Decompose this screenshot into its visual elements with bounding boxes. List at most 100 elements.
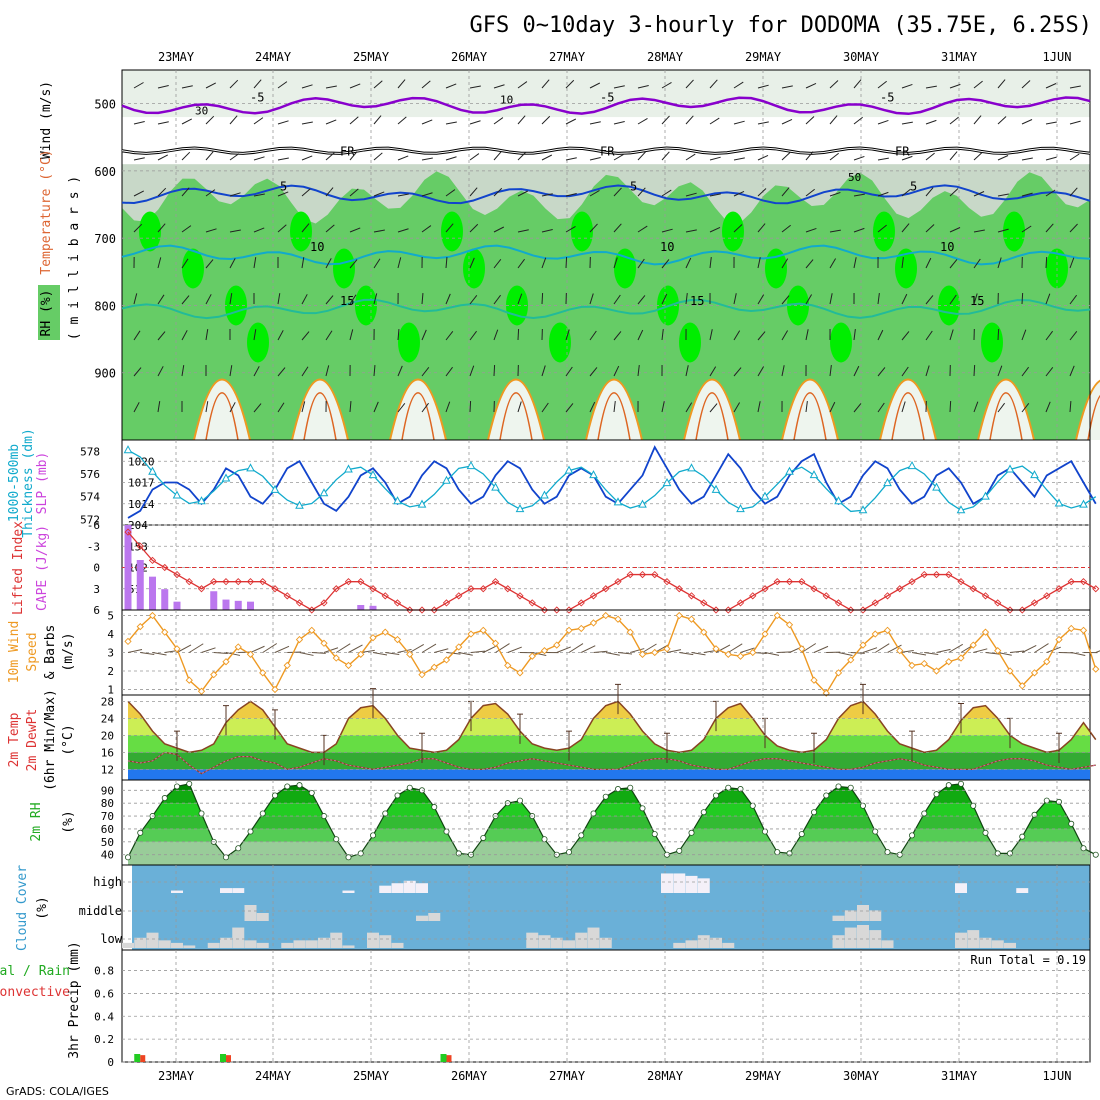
rh2m-marker xyxy=(872,828,879,835)
thickness-marker xyxy=(956,505,966,514)
wind-barb xyxy=(229,365,233,377)
wind-barb xyxy=(781,187,790,197)
rh2m-marker xyxy=(480,834,487,841)
cloud-bar-low xyxy=(844,927,857,948)
cloud-bar-low xyxy=(220,937,232,948)
wind-barb xyxy=(253,79,262,89)
wind10m-label-2: Speed xyxy=(25,632,40,671)
rh-moist-blob xyxy=(182,248,204,289)
wind-barb xyxy=(901,188,911,197)
wind-barb xyxy=(997,328,1000,341)
wind-barb xyxy=(1045,223,1054,233)
wind-barb xyxy=(133,367,142,377)
wind-barb xyxy=(157,401,161,413)
wind-barb xyxy=(493,364,496,377)
rh2m-marker xyxy=(982,829,989,836)
rh2m-marker xyxy=(933,791,940,798)
rh2m-marker xyxy=(566,849,573,856)
wind10m-marker xyxy=(896,647,904,655)
wind-barb xyxy=(613,223,622,233)
wind-barb xyxy=(1069,85,1081,89)
wind10m-marker xyxy=(540,647,549,655)
wind-barb xyxy=(301,155,313,161)
wind-barb xyxy=(997,228,1009,233)
wind10m-barb xyxy=(617,652,633,655)
wind10m-marker xyxy=(173,645,181,653)
wind-barb xyxy=(901,155,913,161)
temp-ytick-label: 28 xyxy=(101,695,114,708)
li-ytick-label: 6 xyxy=(93,604,100,617)
wind10m-marker xyxy=(455,643,463,651)
temp2m-label-4: (°C) xyxy=(61,724,76,755)
lifted-index-marker xyxy=(295,599,304,607)
wind10m-barb xyxy=(1095,650,1100,653)
thickness-marker xyxy=(932,482,941,491)
lifted-index-marker xyxy=(859,606,867,614)
cape-bar xyxy=(124,525,132,610)
wind-barb xyxy=(253,117,264,125)
wind-barb xyxy=(349,116,359,125)
wind-barb xyxy=(565,192,577,197)
wind-barb xyxy=(589,367,598,377)
rh2m-marker xyxy=(639,805,646,812)
wind-barb xyxy=(205,82,217,89)
freezing-level-label: FR xyxy=(895,145,910,159)
wind10m-barb xyxy=(666,649,682,653)
rh2m-marker xyxy=(431,804,438,811)
wind-barb xyxy=(349,227,361,233)
wind10m-marker xyxy=(357,650,365,658)
wind10m-marker xyxy=(344,661,353,670)
wind-barb xyxy=(469,120,481,125)
wind-barb xyxy=(517,151,527,161)
warm-lobe-inner-contour xyxy=(1087,394,1100,441)
date-label-top: 25MAY xyxy=(353,50,390,64)
temp2m-label-1: 2m Temp xyxy=(7,712,22,767)
wind-barb xyxy=(637,84,649,89)
wind-barb xyxy=(445,401,451,413)
wind-barb xyxy=(709,193,721,197)
lifted-index-marker xyxy=(430,606,438,614)
isotherm-label: 5 xyxy=(910,179,917,193)
wind-barb xyxy=(733,402,741,413)
rh2m-marker xyxy=(798,831,805,838)
lifted-index-marker xyxy=(406,606,414,614)
wind-barb xyxy=(373,229,385,233)
wind-barb xyxy=(781,224,791,233)
cloud-bar-low xyxy=(379,935,392,948)
wind-barb xyxy=(157,257,162,269)
wind-barb xyxy=(421,225,432,233)
wind-barb xyxy=(997,257,1002,269)
wind10m-barb xyxy=(813,645,829,653)
wind-barb xyxy=(277,402,285,413)
wind-barb xyxy=(877,157,889,161)
upper-label-temperature: Temperature (°C) xyxy=(39,149,54,274)
wind-barb xyxy=(541,402,549,413)
cloud-bar-low xyxy=(232,927,245,948)
thickness-marker xyxy=(687,463,696,472)
cape-label: CAPE (J/kg) xyxy=(35,525,50,611)
wind-barb xyxy=(157,154,169,161)
rh-contour-label: 30 xyxy=(195,104,208,117)
wind-barb xyxy=(277,224,287,233)
wind-barb xyxy=(517,190,529,197)
rh-moist-blob xyxy=(290,211,312,252)
wind-barb xyxy=(829,293,833,305)
thickness-marker xyxy=(491,482,500,491)
wind-barb xyxy=(733,293,737,305)
lifted-index-marker xyxy=(871,599,879,607)
wind-barb xyxy=(421,329,427,341)
lifted-index-marker xyxy=(896,585,904,593)
thickness-marker xyxy=(589,470,598,479)
rh2m-marker xyxy=(847,784,854,791)
wind-barb xyxy=(637,295,646,305)
wind10m-marker xyxy=(589,619,598,627)
wind-barb xyxy=(757,223,766,233)
cloud-bar-low xyxy=(244,940,257,948)
rh-moist-blob xyxy=(981,322,1003,363)
wind-barb xyxy=(733,81,744,89)
wind-barb xyxy=(709,403,718,413)
wind-barb xyxy=(949,329,954,341)
wind10m-barb xyxy=(642,643,657,653)
thickness-label-1: 1000-500mb xyxy=(7,444,22,522)
rh2m-marker xyxy=(737,786,744,793)
